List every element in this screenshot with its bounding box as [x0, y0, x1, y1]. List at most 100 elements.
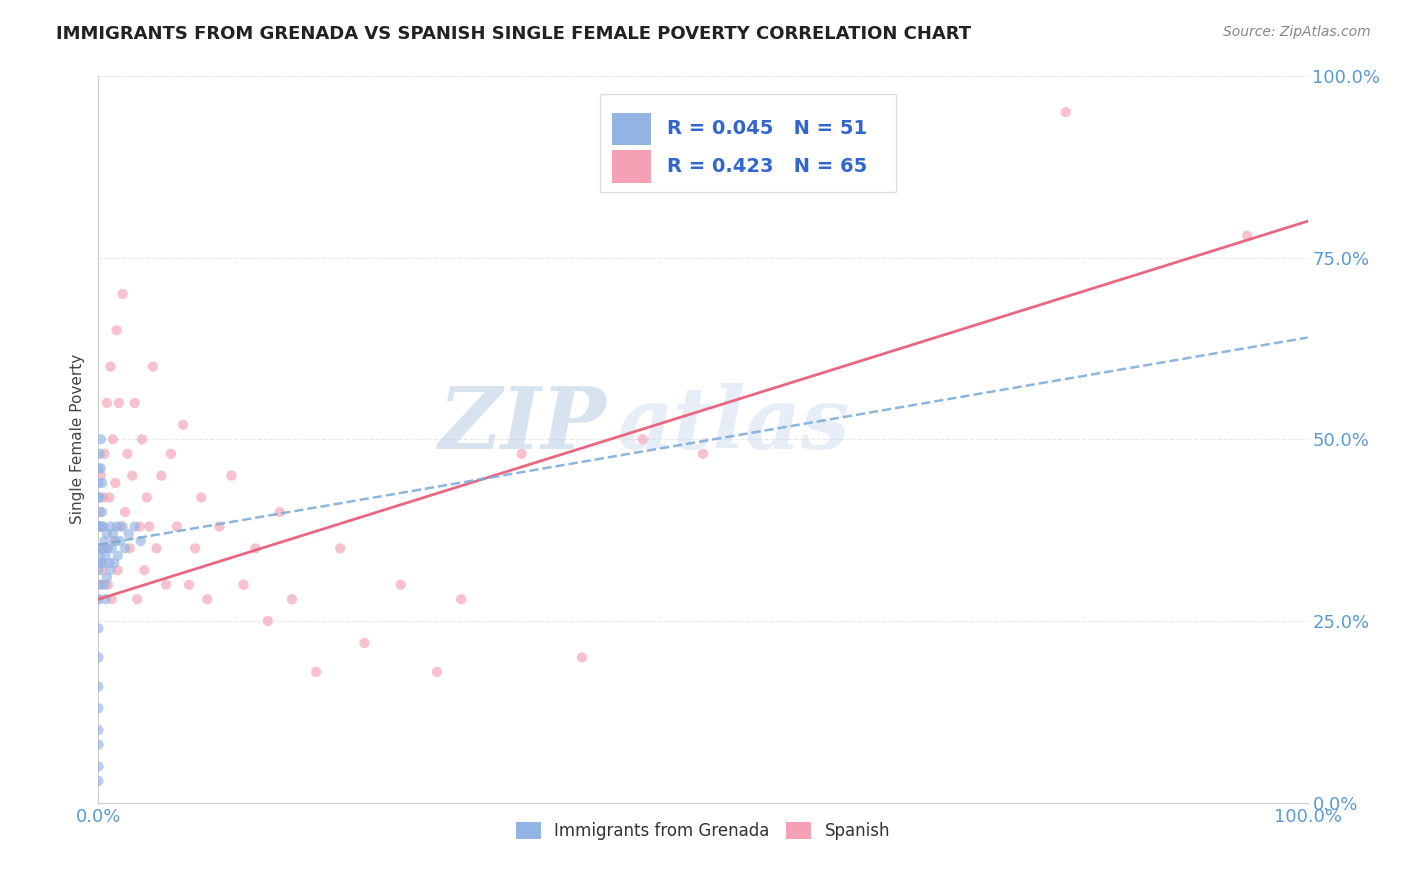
- Point: [269, 505, 291, 519]
- Point: [172, 417, 194, 432]
- Point: [91, 519, 114, 533]
- Point: [105, 519, 128, 533]
- FancyBboxPatch shape: [613, 112, 651, 145]
- Point: [87, 541, 110, 556]
- Point: [96, 526, 118, 541]
- Point: [135, 491, 157, 505]
- Point: [124, 396, 146, 410]
- Point: [692, 447, 714, 461]
- Point: [1236, 228, 1258, 243]
- Point: [103, 534, 125, 549]
- Point: [91, 491, 114, 505]
- Point: [87, 680, 110, 694]
- Point: [134, 563, 156, 577]
- Point: [87, 650, 110, 665]
- FancyBboxPatch shape: [613, 151, 651, 183]
- Point: [87, 563, 110, 577]
- Point: [245, 541, 267, 556]
- Point: [450, 592, 472, 607]
- Point: [111, 519, 134, 533]
- Point: [87, 475, 110, 490]
- Point: [166, 519, 188, 533]
- Point: [100, 563, 122, 577]
- Point: [91, 519, 114, 533]
- Point: [91, 563, 114, 577]
- Text: ZIP: ZIP: [439, 383, 606, 467]
- Point: [87, 759, 110, 773]
- Point: [96, 570, 118, 584]
- Point: [305, 665, 328, 679]
- Point: [90, 519, 112, 533]
- Y-axis label: Single Female Poverty: Single Female Poverty: [70, 354, 86, 524]
- Point: [100, 359, 122, 374]
- Point: [90, 461, 112, 475]
- Point: [87, 774, 110, 789]
- Point: [97, 578, 120, 592]
- Point: [329, 541, 352, 556]
- Point: [128, 519, 150, 533]
- Point: [87, 461, 110, 475]
- Point: [184, 541, 207, 556]
- Point: [118, 541, 141, 556]
- Point: [208, 519, 231, 533]
- Point: [108, 396, 131, 410]
- Point: [131, 432, 153, 446]
- Point: [89, 578, 111, 592]
- Point: [87, 592, 110, 607]
- Point: [87, 701, 110, 715]
- Point: [190, 491, 212, 505]
- Point: [281, 592, 304, 607]
- Point: [89, 505, 111, 519]
- Point: [100, 519, 122, 533]
- Legend: Immigrants from Grenada, Spanish: Immigrants from Grenada, Spanish: [509, 815, 897, 847]
- Point: [145, 541, 167, 556]
- Text: atlas: atlas: [619, 383, 851, 467]
- Point: [89, 541, 111, 556]
- Point: [90, 578, 112, 592]
- Point: [108, 519, 131, 533]
- Point: [117, 447, 139, 461]
- Point: [1054, 105, 1077, 120]
- Point: [389, 578, 412, 592]
- Point: [87, 491, 110, 505]
- Point: [93, 534, 115, 549]
- Point: [98, 491, 121, 505]
- Point: [87, 738, 110, 752]
- Point: [100, 592, 122, 607]
- Point: [114, 541, 136, 556]
- Point: [103, 556, 125, 570]
- Text: R = 0.045   N = 51: R = 0.045 N = 51: [666, 120, 868, 138]
- Point: [108, 534, 131, 549]
- Point: [101, 526, 124, 541]
- Text: IMMIGRANTS FROM GRENADA VS SPANISH SINGLE FEMALE POVERTY CORRELATION CHART: IMMIGRANTS FROM GRENADA VS SPANISH SINGL…: [56, 25, 972, 43]
- Point: [104, 534, 127, 549]
- Point: [90, 556, 112, 570]
- Point: [87, 723, 110, 737]
- Point: [353, 636, 375, 650]
- Point: [91, 475, 114, 490]
- Point: [94, 541, 117, 556]
- Text: Source: ZipAtlas.com: Source: ZipAtlas.com: [1223, 25, 1371, 39]
- Point: [155, 578, 177, 592]
- Point: [107, 563, 129, 577]
- Text: R = 0.423   N = 65: R = 0.423 N = 65: [666, 157, 868, 177]
- Point: [87, 621, 110, 635]
- Point: [87, 519, 110, 533]
- Point: [221, 468, 243, 483]
- Point: [127, 592, 149, 607]
- Point: [256, 614, 278, 628]
- Point: [90, 468, 112, 483]
- Point: [91, 505, 114, 519]
- Point: [100, 541, 122, 556]
- Point: [89, 491, 111, 505]
- Point: [510, 447, 533, 461]
- Point: [89, 519, 111, 533]
- Point: [426, 665, 449, 679]
- Point: [87, 556, 110, 570]
- Point: [129, 534, 152, 549]
- Point: [114, 505, 136, 519]
- Point: [118, 526, 141, 541]
- Point: [87, 592, 110, 607]
- Point: [98, 556, 121, 570]
- Point: [96, 396, 118, 410]
